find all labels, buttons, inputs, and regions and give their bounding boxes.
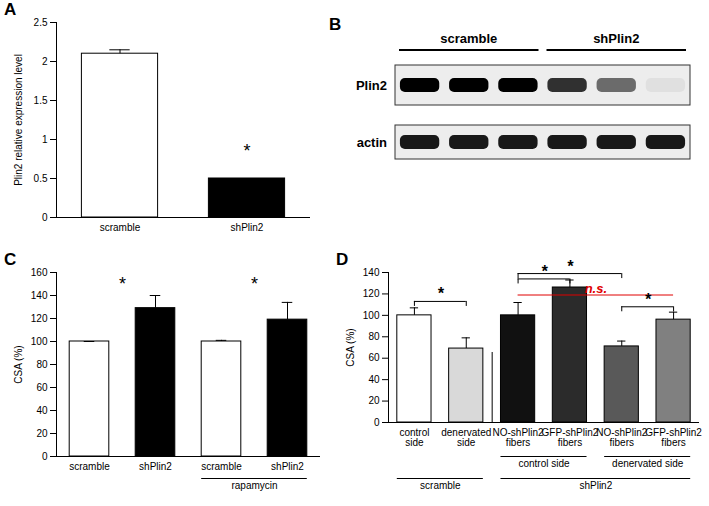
svg-text:20: 20 xyxy=(368,395,380,406)
svg-text:*: * xyxy=(645,291,652,308)
svg-text:40: 40 xyxy=(368,374,380,385)
svg-text:*: * xyxy=(541,263,548,280)
svg-text:2: 2 xyxy=(42,56,48,67)
svg-text:80: 80 xyxy=(36,359,48,370)
svg-text:0: 0 xyxy=(42,451,48,462)
svg-text:120: 120 xyxy=(31,313,48,324)
svg-text:Plin2 relative expression leve: Plin2 relative expression level xyxy=(13,54,24,186)
svg-text:scramble: scramble xyxy=(440,31,497,46)
svg-text:*: * xyxy=(119,274,126,294)
svg-text:0: 0 xyxy=(42,212,48,223)
svg-text:n.s.: n.s. xyxy=(585,281,607,296)
svg-text:shPlin2: shPlin2 xyxy=(139,461,172,472)
svg-text:scramble: scramble xyxy=(100,222,141,233)
svg-text:1.5: 1.5 xyxy=(34,95,48,106)
svg-text:controlside: controlside xyxy=(399,427,429,448)
svg-text:denervated side: denervated side xyxy=(612,458,684,469)
svg-text:1: 1 xyxy=(42,134,48,145)
svg-text:2.5: 2.5 xyxy=(34,17,48,28)
svg-text:80: 80 xyxy=(368,331,380,342)
svg-text:100: 100 xyxy=(363,310,380,321)
svg-text:120: 120 xyxy=(363,288,380,299)
svg-text:GFP-shPlin2fibers: GFP-shPlin2fibers xyxy=(542,427,599,448)
svg-text:60: 60 xyxy=(368,352,380,363)
svg-text:denervatedside: denervatedside xyxy=(441,427,491,448)
html-text:A: A xyxy=(4,0,17,19)
svg-text:140: 140 xyxy=(363,267,380,278)
svg-text:scramble: scramble xyxy=(201,461,242,472)
svg-text:0: 0 xyxy=(374,417,380,428)
html-text:C: C xyxy=(4,250,17,269)
svg-text:*: * xyxy=(437,285,444,302)
svg-text:*: * xyxy=(243,141,250,161)
svg-text:rapamycin: rapamycin xyxy=(231,480,277,491)
svg-text:40: 40 xyxy=(36,405,48,416)
svg-text:shPlin2: shPlin2 xyxy=(231,222,264,233)
svg-text:140: 140 xyxy=(31,290,48,301)
svg-text:CSA (%): CSA (%) xyxy=(345,328,356,366)
svg-text:0.5: 0.5 xyxy=(34,173,48,184)
svg-text:NO-shPlin2fibers: NO-shPlin2fibers xyxy=(596,427,648,448)
svg-text:CSA (%): CSA (%) xyxy=(13,345,24,383)
svg-text:160: 160 xyxy=(31,267,48,278)
svg-text:Plin2: Plin2 xyxy=(356,78,387,93)
svg-text:shPlin2: shPlin2 xyxy=(579,480,612,491)
svg-text:shPlin2: shPlin2 xyxy=(271,461,304,472)
svg-text:100: 100 xyxy=(31,336,48,347)
svg-text:60: 60 xyxy=(36,382,48,393)
html-text:D: D xyxy=(336,250,349,269)
svg-text:*: * xyxy=(251,274,258,294)
svg-text:actin: actin xyxy=(357,135,387,150)
svg-text:scramble: scramble xyxy=(420,480,461,491)
svg-text:GFP-shPlin2fibers: GFP-shPlin2fibers xyxy=(645,427,702,448)
svg-text:scramble: scramble xyxy=(69,461,110,472)
svg-text:20: 20 xyxy=(36,428,48,439)
svg-text:NO-shPlin2fibers: NO-shPlin2fibers xyxy=(493,427,545,448)
svg-text:shPlin2: shPlin2 xyxy=(593,31,639,46)
svg-text:*: * xyxy=(567,258,574,275)
svg-text:control side: control side xyxy=(518,458,570,469)
html-text:B: B xyxy=(329,15,342,34)
